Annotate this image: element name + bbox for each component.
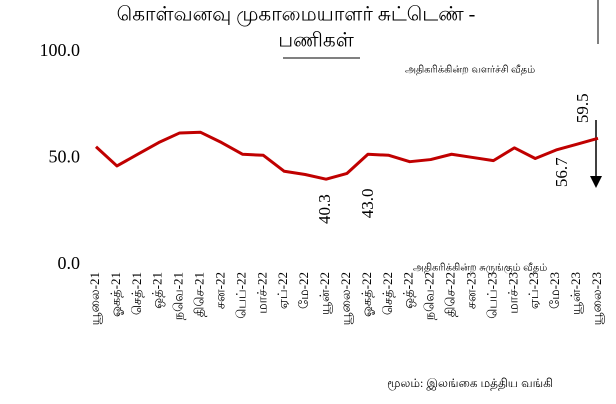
chart-title: பணிகள் xyxy=(278,30,353,52)
x-tick-label: யூலை-22 xyxy=(338,272,353,325)
x-tick-label: ஏப்-23 xyxy=(526,272,541,309)
y-tick-label: 50.0 xyxy=(49,147,81,167)
x-tick-label: யூலை-21 xyxy=(87,272,102,325)
annotation: அதிகரிக்கின்ற சுருங்கும் வீதம் xyxy=(413,262,548,274)
x-tick-label: நவெ-21 xyxy=(171,272,186,320)
y-tick-label: 100.0 xyxy=(40,40,81,60)
x-tick-label: ஒத்-22 xyxy=(401,272,416,309)
x-tick-label: செத்-21 xyxy=(129,272,144,315)
x-tick-label: யூலை-23 xyxy=(589,272,604,325)
x-tick-label: செத்-22 xyxy=(380,272,395,315)
line xyxy=(94,130,599,181)
x-tick-label: பெப்-23 xyxy=(484,272,499,319)
x-tick-label: மே-22 xyxy=(296,272,311,309)
data-label: 40.3 xyxy=(315,194,334,224)
x-tick-label: திசெ-21 xyxy=(192,272,207,317)
x-tick-label: மே-23 xyxy=(547,272,562,309)
x-tick-label: யூன்-22 xyxy=(317,272,332,315)
x-tick-label: பெப்-22 xyxy=(233,272,248,319)
x-tick-label: ஓகத்-21 xyxy=(108,272,123,317)
x-tick-label: மாச்-23 xyxy=(505,272,520,314)
x-tick-label: திசெ-22 xyxy=(443,272,458,317)
x-tick-label: ஒத்-21 xyxy=(150,272,165,309)
source: மூலம்: இலங்கை மத்திய வங்கி xyxy=(387,376,553,391)
x-tick-label: மாச்-22 xyxy=(254,272,269,314)
x-tick-label: நவெ-22 xyxy=(422,272,437,320)
data-label: 43.0 xyxy=(358,189,377,219)
x-tick-label: யூன்-23 xyxy=(568,272,583,315)
x-tick-label: சன-22 xyxy=(212,272,227,309)
data-label: 59.5 xyxy=(573,93,592,123)
chart-title: கொள்வனவு முகாமையாளர் சுட்டெண் - xyxy=(117,4,476,27)
data-label: 56.7 xyxy=(552,157,571,187)
x-tick-label: ஏப்-22 xyxy=(275,272,290,309)
y-tick-label: 0.0 xyxy=(58,253,81,273)
annotation: அதிகரிக்கின்ற வளர்ச்சி வீதம் xyxy=(405,64,535,75)
x-tick-label: சன-23 xyxy=(463,272,478,309)
x-tick-label: ஓகத்-22 xyxy=(359,272,374,317)
